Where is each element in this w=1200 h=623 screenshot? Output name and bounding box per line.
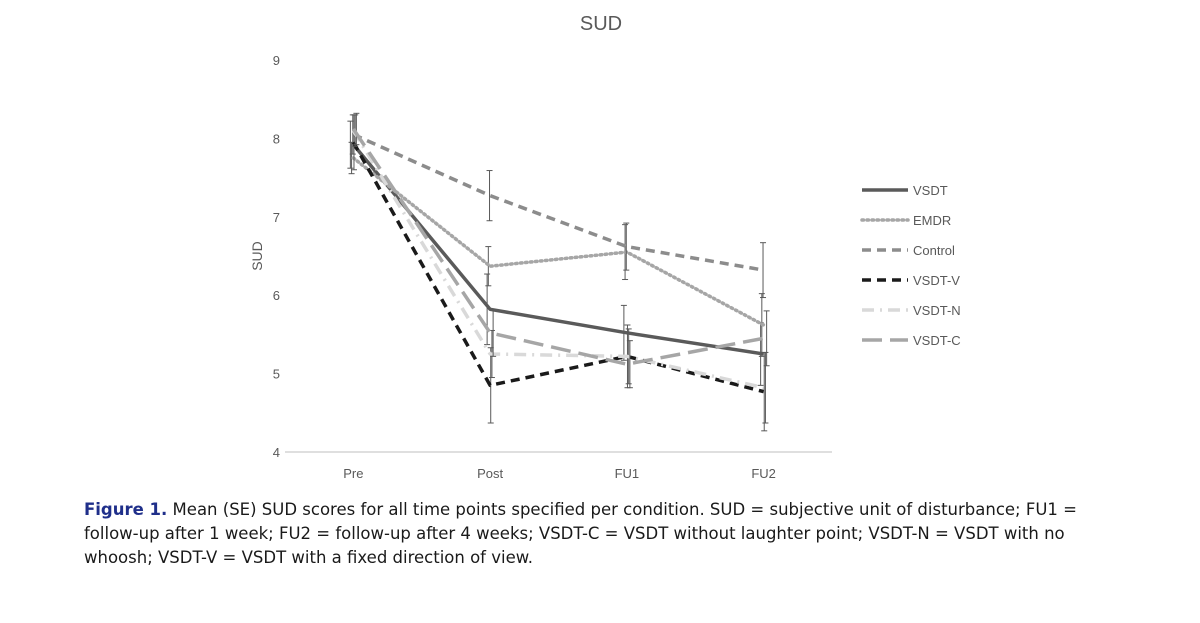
series-line bbox=[352, 143, 764, 356]
series-line bbox=[351, 156, 766, 327]
x-tick-label: Pre bbox=[343, 466, 363, 481]
y-axis-label: SUD bbox=[249, 241, 265, 271]
sud-line-chart: SUD SUD 4 5 6 7 8 9 Pre Post FU1 FU2 VSDT EMDR Con… bbox=[249, 13, 961, 481]
legend-label: VSDT bbox=[913, 183, 948, 198]
legend-label: VSDT-N bbox=[913, 303, 961, 318]
figure-caption: Figure 1. Mean (SE) SUD scores for all t… bbox=[84, 498, 1134, 570]
x-tick-label: Post bbox=[477, 466, 503, 481]
figure-label: Figure 1. bbox=[84, 500, 168, 519]
legend-label: VSDT-V bbox=[913, 273, 960, 288]
series-line bbox=[351, 141, 765, 394]
x-tick-label: FU1 bbox=[615, 466, 640, 481]
series-vsdt-n bbox=[351, 114, 769, 424]
legend-label: EMDR bbox=[913, 213, 951, 228]
y-tick-label: 7 bbox=[273, 210, 280, 225]
y-tick-label: 8 bbox=[273, 131, 280, 146]
y-tick-label: 6 bbox=[273, 288, 280, 303]
y-tick-label: 5 bbox=[273, 367, 280, 382]
series-control bbox=[349, 114, 767, 299]
series-vsdt-c bbox=[351, 112, 770, 389]
y-tick-label: 9 bbox=[273, 53, 280, 68]
legend-label: VSDT-C bbox=[913, 333, 961, 348]
y-tick-labels: 4 5 6 7 8 9 bbox=[273, 53, 280, 460]
y-tick-label: 4 bbox=[273, 445, 280, 460]
legend: VSDT EMDR Control VSDT-V VSDT-N VSDT-C bbox=[860, 183, 961, 348]
series-emdr bbox=[348, 141, 766, 357]
caption-text: Mean (SE) SUD scores for all time points… bbox=[84, 500, 1077, 567]
legend-label: Control bbox=[913, 243, 955, 258]
x-tick-label: FU2 bbox=[751, 466, 776, 481]
series-line bbox=[352, 132, 764, 272]
x-tick-labels: Pre Post FU1 FU2 bbox=[343, 466, 776, 481]
series-line bbox=[351, 129, 765, 390]
series-line bbox=[351, 128, 764, 366]
chart-title: SUD bbox=[580, 13, 622, 35]
series-lines bbox=[347, 112, 770, 432]
